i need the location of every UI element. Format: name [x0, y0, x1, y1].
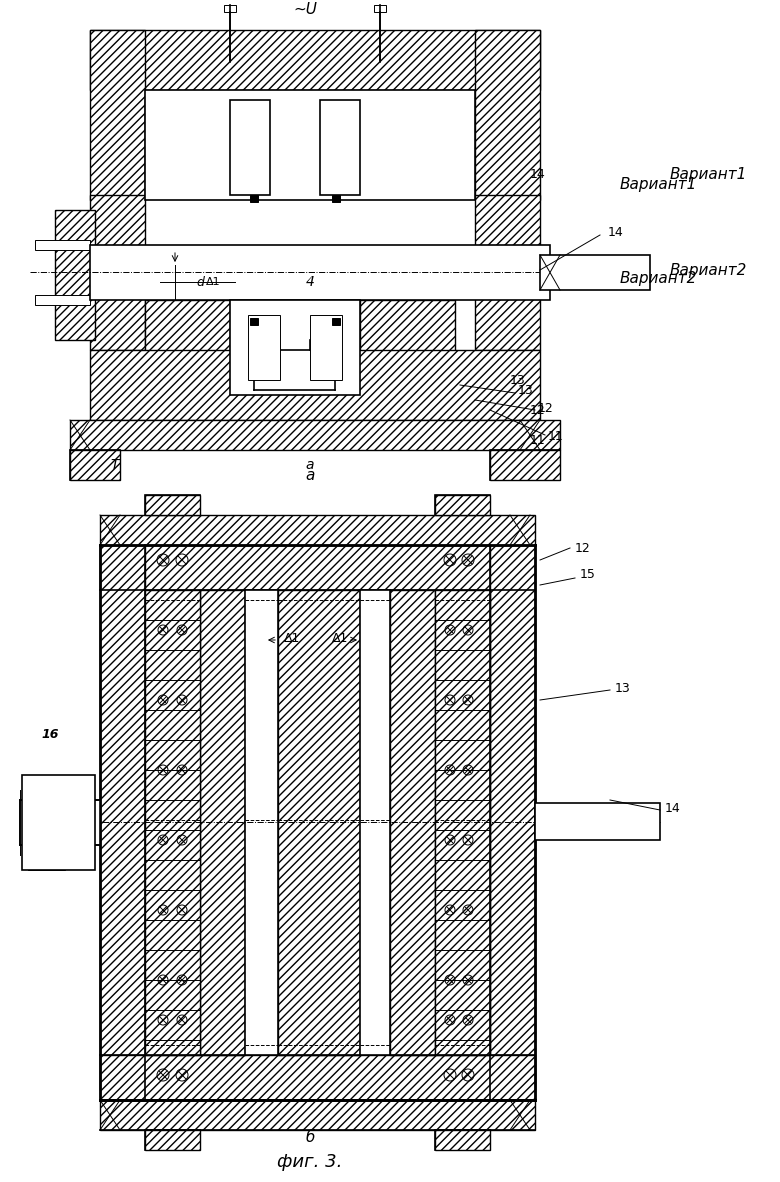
Bar — [20, 800, 100, 845]
Text: 11: 11 — [548, 429, 564, 442]
Bar — [250, 318, 258, 325]
Text: 12: 12 — [575, 541, 590, 554]
Bar — [28, 825, 65, 850]
Bar — [278, 590, 360, 1056]
Bar — [250, 195, 258, 202]
Text: 13: 13 — [510, 374, 526, 387]
Bar — [90, 350, 540, 420]
Bar — [100, 1100, 535, 1130]
Bar — [390, 590, 435, 1056]
Bar — [200, 590, 245, 1056]
Bar — [90, 30, 145, 200]
Bar — [90, 245, 550, 300]
Text: 14: 14 — [530, 169, 546, 182]
Bar — [100, 545, 145, 1090]
Bar — [22, 775, 95, 870]
Text: T: T — [111, 457, 119, 472]
Text: Вариант2: Вариант2 — [620, 271, 697, 286]
Text: б: б — [305, 1130, 314, 1144]
Bar — [360, 590, 390, 1056]
Bar — [145, 100, 230, 195]
Bar — [90, 195, 145, 350]
Bar — [90, 30, 540, 90]
Bar — [35, 296, 90, 305]
Text: ~U: ~U — [293, 2, 317, 18]
Text: 4: 4 — [306, 275, 314, 290]
Text: Вариант1: Вариант1 — [670, 168, 747, 182]
Bar — [595, 258, 645, 268]
Text: Δ1: Δ1 — [332, 631, 348, 644]
Bar — [320, 100, 360, 195]
Bar — [310, 314, 342, 379]
Bar — [435, 1130, 490, 1150]
Bar — [270, 110, 320, 195]
Bar — [28, 855, 65, 870]
Bar — [35, 240, 90, 251]
Bar — [100, 1056, 535, 1100]
Bar — [435, 1130, 490, 1150]
Bar — [100, 515, 535, 545]
Bar — [248, 314, 280, 379]
Bar — [230, 300, 360, 395]
Bar — [590, 805, 650, 813]
Bar — [55, 210, 95, 340]
Text: 13: 13 — [615, 682, 631, 695]
Bar — [435, 495, 490, 515]
Bar — [490, 545, 535, 1090]
Bar — [70, 450, 120, 480]
Bar — [28, 795, 65, 820]
Bar — [540, 255, 650, 290]
Text: 14: 14 — [665, 801, 681, 814]
Bar — [245, 590, 278, 1056]
Bar — [145, 300, 230, 395]
Bar — [100, 545, 530, 590]
Bar — [535, 803, 660, 840]
Text: а: а — [306, 457, 314, 472]
Bar — [332, 195, 340, 202]
Bar — [145, 1130, 200, 1150]
Text: 15: 15 — [580, 569, 596, 582]
Bar — [224, 5, 236, 12]
Bar — [70, 420, 560, 450]
Bar — [145, 1130, 200, 1150]
Text: Вариант1: Вариант1 — [620, 177, 697, 193]
Bar — [332, 318, 340, 325]
Text: 11: 11 — [530, 434, 546, 447]
Text: Вариант2: Вариант2 — [670, 262, 747, 278]
Bar — [374, 5, 386, 12]
Bar — [145, 90, 475, 200]
Bar — [435, 590, 490, 1056]
Text: Δ1: Δ1 — [206, 277, 220, 287]
Text: фиг. 3.: фиг. 3. — [278, 1152, 342, 1171]
Text: 14: 14 — [608, 226, 624, 239]
Bar — [145, 495, 200, 515]
Bar — [490, 450, 560, 480]
Bar — [145, 495, 200, 515]
Bar — [230, 100, 270, 195]
Text: 12: 12 — [538, 402, 554, 415]
Bar — [360, 300, 455, 395]
Bar — [360, 100, 455, 195]
Bar — [145, 590, 200, 1056]
Bar — [435, 495, 490, 515]
Text: 16: 16 — [41, 728, 58, 741]
Text: а: а — [305, 468, 314, 482]
Bar — [475, 30, 540, 200]
Bar — [315, 325, 337, 375]
Text: Δ1: Δ1 — [284, 631, 300, 644]
Text: 12: 12 — [530, 403, 546, 416]
Bar — [255, 325, 275, 375]
Text: d: d — [196, 275, 204, 288]
Bar — [70, 450, 120, 480]
Bar — [475, 195, 540, 350]
Text: 13: 13 — [518, 384, 534, 397]
Bar — [490, 450, 560, 480]
